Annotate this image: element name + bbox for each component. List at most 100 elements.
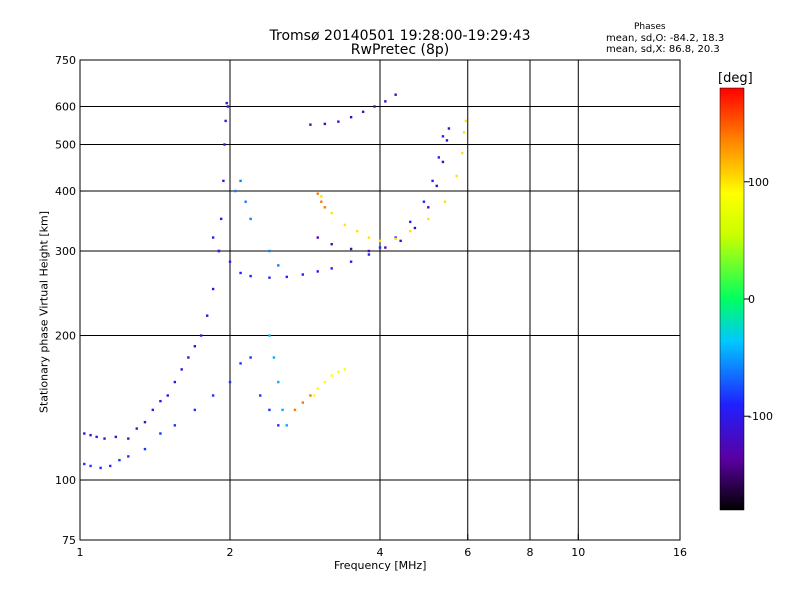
scatter-point <box>409 229 412 233</box>
scatter-point <box>193 345 197 348</box>
colorbar-gradient <box>719 87 745 511</box>
scatter-point <box>373 105 376 108</box>
scatter-point <box>272 356 276 359</box>
scatter-point <box>234 189 237 193</box>
scatter-point <box>199 334 203 337</box>
scatter-point <box>249 217 252 221</box>
scatter-point <box>135 427 138 430</box>
scatter-point <box>367 236 371 239</box>
scatter-point <box>349 116 353 119</box>
scatter-point <box>427 217 430 221</box>
scatter-point <box>249 356 252 359</box>
scatter-point <box>394 93 397 96</box>
y-tick-label: 75 <box>62 534 76 547</box>
scatter-point <box>151 408 155 412</box>
scatter-point <box>301 401 305 404</box>
scatter-point <box>114 435 118 439</box>
scatter-point <box>445 139 449 142</box>
scatter-point <box>437 156 441 159</box>
x-tick-label: 8 <box>527 546 534 559</box>
scatter-point <box>239 271 242 275</box>
scatter-point <box>99 466 102 470</box>
scatter-point <box>187 356 190 359</box>
phases-mean-x: mean, sd,X: 86.8, 20.3 <box>606 44 720 55</box>
y-tick-label: 300 <box>55 245 76 258</box>
scatter-point <box>239 179 242 183</box>
scatter-point <box>219 217 223 221</box>
scatter-point <box>228 380 232 384</box>
scatter-point <box>268 334 271 337</box>
scatter-point <box>268 276 271 279</box>
scatter-point <box>249 274 252 278</box>
y-tick-label: 750 <box>55 54 76 67</box>
colorbar-tick-label: 100 <box>748 176 769 189</box>
colorbar: [deg] 100 0 -100 <box>718 71 773 511</box>
scatter-point <box>462 131 466 134</box>
scatter-point <box>309 394 312 397</box>
scatter-point <box>224 119 227 123</box>
scatter-point <box>394 236 397 239</box>
scatter-point <box>226 105 230 108</box>
scatter-point <box>464 119 468 123</box>
scatter-point <box>427 206 430 209</box>
scatter-point <box>316 192 319 195</box>
scatter-point <box>225 101 228 105</box>
y-tick-label: 100 <box>55 474 76 487</box>
scatter-point <box>95 435 98 439</box>
colorbar-tick-label: -100 <box>748 410 773 423</box>
chart-title: Tromsø 20140501 19:28:00-19:29:43 <box>269 28 531 44</box>
x-axis-label: Frequency [MHz] <box>334 559 427 572</box>
y-tick-label: 500 <box>55 139 76 152</box>
scatter-point <box>180 368 183 371</box>
scatter-point <box>367 249 371 253</box>
scatter-point <box>159 399 162 403</box>
scatter-point <box>211 394 215 397</box>
scatter-point <box>159 432 162 435</box>
scatter-point <box>143 420 147 424</box>
scatter-point <box>330 242 333 246</box>
scatter-point <box>285 275 288 279</box>
colorbar-label: [deg] <box>718 71 753 86</box>
scatter-point <box>343 223 347 227</box>
scatter-point <box>222 179 225 183</box>
axis-layer: 1 2 4 6 8 10 16 75 100 200 300 400 500 600 750 <box>55 54 687 559</box>
scatter-point <box>443 200 447 203</box>
scatter-point <box>367 253 371 256</box>
y-tick-label: 400 <box>55 185 76 198</box>
scatter-point <box>455 174 458 178</box>
scatter-point <box>83 462 86 466</box>
x-tick-label: 2 <box>227 546 234 559</box>
scatter-point <box>384 246 387 249</box>
scatter-point <box>285 424 288 427</box>
scatter-point <box>337 370 340 374</box>
scatter-point <box>143 447 147 451</box>
scatter-point <box>394 237 397 241</box>
scatter-point <box>441 160 445 164</box>
scatter-point <box>343 368 347 371</box>
grid-layer <box>80 60 680 540</box>
scatter-point <box>422 200 426 203</box>
scatter-point <box>217 249 221 253</box>
scatter-point <box>277 424 280 427</box>
scatter-point <box>355 229 359 233</box>
x-tick-label: 16 <box>673 546 687 559</box>
scatter-point <box>441 135 445 138</box>
scatter-point <box>349 260 353 263</box>
scatter-point <box>89 433 92 437</box>
scatter-point <box>361 110 365 113</box>
scatter-point <box>316 387 319 390</box>
scatter-point <box>118 458 121 462</box>
scatter-point <box>399 239 402 243</box>
scatter-point <box>259 394 262 397</box>
scatter-point <box>447 127 451 130</box>
scatter-point <box>301 273 305 276</box>
scatter-point <box>277 380 280 384</box>
phases-title: Phases <box>634 22 666 32</box>
scatter-point <box>211 236 215 239</box>
scatter-point <box>268 408 271 412</box>
scatter-point <box>228 260 232 263</box>
scatter-point <box>323 122 327 126</box>
scatter-point <box>193 408 197 412</box>
scatter-point <box>173 424 177 427</box>
